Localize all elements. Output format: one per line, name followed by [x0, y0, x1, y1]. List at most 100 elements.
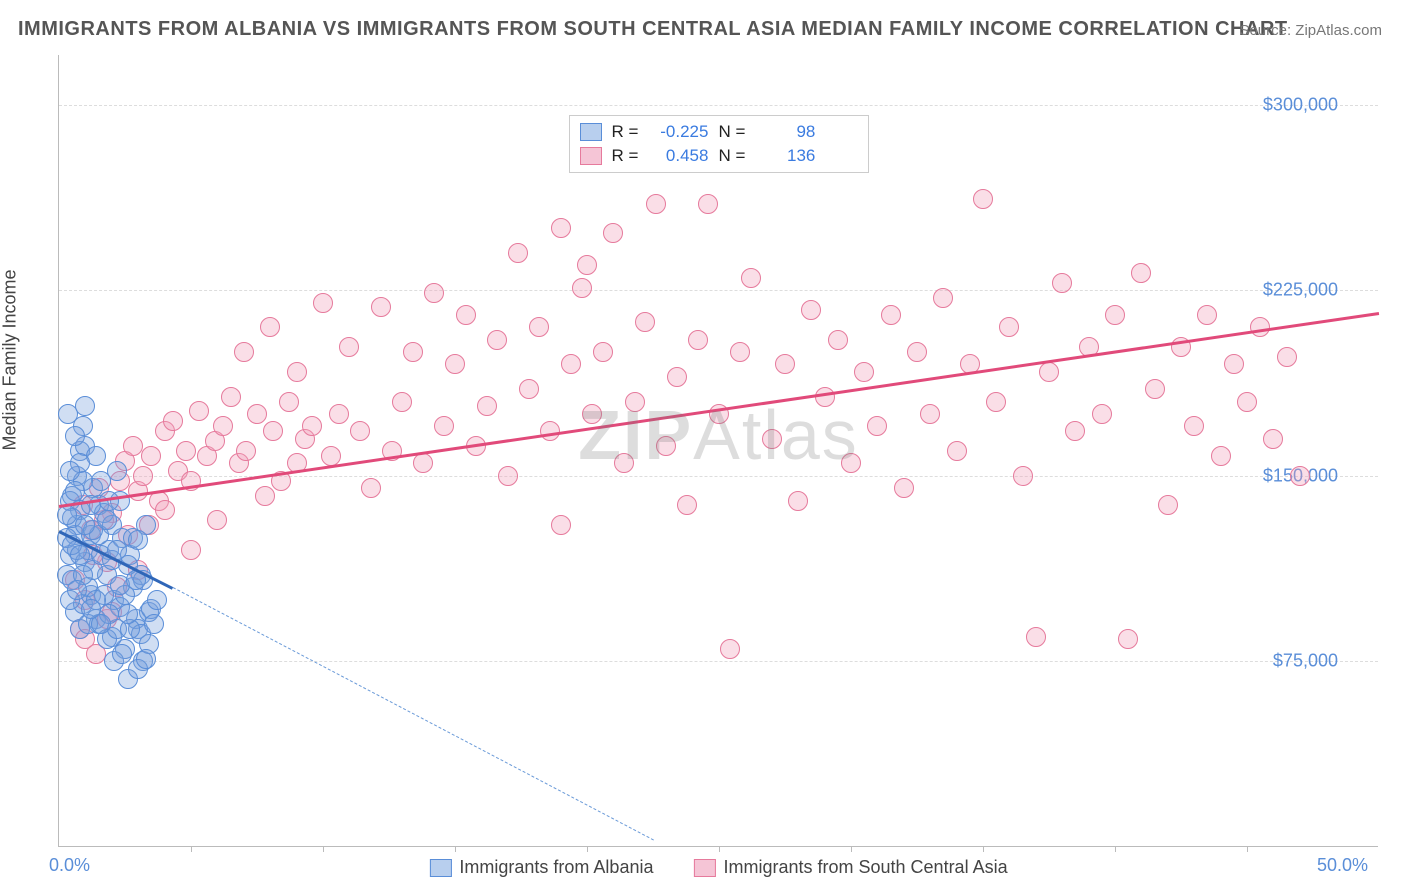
n-label: N =: [718, 122, 745, 142]
r-value-albania: -0.225: [648, 122, 708, 142]
scatter-point: [677, 495, 697, 515]
scatter-point: [986, 392, 1006, 412]
scatter-point: [176, 441, 196, 461]
scatter-point: [112, 644, 132, 664]
scatter-point: [403, 342, 423, 362]
scatter-point: [593, 342, 613, 362]
scatter-point: [933, 288, 953, 308]
scatter-point: [65, 481, 85, 501]
scatter-point: [894, 478, 914, 498]
scatter-point: [339, 337, 359, 357]
scatter-point: [1013, 466, 1033, 486]
scatter-point: [973, 189, 993, 209]
y-tick-label: $75,000: [1273, 651, 1338, 672]
scatter-point: [81, 599, 101, 619]
scatter-point: [147, 590, 167, 610]
scatter-point: [67, 580, 87, 600]
scatter-point: [371, 297, 391, 317]
scatter-point: [234, 342, 254, 362]
scatter-point: [947, 441, 967, 461]
scatter-point: [128, 530, 148, 550]
scatter-point: [302, 416, 322, 436]
r-label: R =: [612, 122, 639, 142]
scatter-point: [1158, 495, 1178, 515]
scatter-point: [867, 416, 887, 436]
scatter-point: [625, 392, 645, 412]
scatter-point: [279, 392, 299, 412]
x-tick-mark: [191, 846, 192, 852]
scatter-point: [260, 317, 280, 337]
stats-legend: R = -0.225 N = 98 R = 0.458 N = 136: [569, 115, 869, 173]
scatter-point: [1145, 379, 1165, 399]
scatter-point: [350, 421, 370, 441]
scatter-point: [519, 379, 539, 399]
scatter-point: [854, 362, 874, 382]
scatter-point: [582, 404, 602, 424]
scatter-point: [667, 367, 687, 387]
scatter-point: [144, 614, 164, 634]
stats-row-scasia: R = 0.458 N = 136: [580, 144, 858, 168]
scatter-point: [123, 436, 143, 456]
legend-label-albania: Immigrants from Albania: [459, 857, 653, 878]
scatter-point: [656, 436, 676, 456]
legend-item-albania: Immigrants from Albania: [429, 857, 653, 878]
scatter-point: [155, 500, 175, 520]
n-value-scasia: 136: [755, 146, 815, 166]
scatter-point: [841, 453, 861, 473]
scatter-point: [1105, 305, 1125, 325]
scatter-point: [424, 283, 444, 303]
scatter-point: [1052, 273, 1072, 293]
gridline-h: [59, 290, 1378, 291]
scatter-point: [1237, 392, 1257, 412]
scatter-point: [57, 505, 77, 525]
scatter-point: [1184, 416, 1204, 436]
series-legend: Immigrants from Albania Immigrants from …: [429, 857, 1007, 878]
scatter-point: [762, 429, 782, 449]
scatter-point: [1263, 429, 1283, 449]
chart-container: IMMIGRANTS FROM ALBANIA VS IMMIGRANTS FR…: [0, 0, 1406, 892]
scatter-point: [221, 387, 241, 407]
scatter-point: [741, 268, 761, 288]
scatter-point: [529, 317, 549, 337]
scatter-point: [730, 342, 750, 362]
x-tick-mark: [323, 846, 324, 852]
n-value-albania: 98: [755, 122, 815, 142]
scatter-point: [577, 255, 597, 275]
scatter-point: [1290, 466, 1310, 486]
chart-title: IMMIGRANTS FROM ALBANIA VS IMMIGRANTS FR…: [18, 18, 1288, 41]
y-axis-label: Median Family Income: [0, 269, 21, 450]
x-tick-mark: [587, 846, 588, 852]
scatter-point: [920, 404, 940, 424]
scatter-point: [614, 453, 634, 473]
scatter-point: [720, 639, 740, 659]
scatter-point: [1131, 263, 1151, 283]
scatter-point: [828, 330, 848, 350]
scatter-point: [775, 354, 795, 374]
scatter-point: [907, 342, 927, 362]
x-tick-mark: [983, 846, 984, 852]
trend-line: [172, 587, 653, 840]
x-end-label: 50.0%: [1317, 855, 1368, 876]
scatter-point: [1039, 362, 1059, 382]
scatter-point: [189, 401, 209, 421]
scatter-point: [801, 300, 821, 320]
y-tick-label: $225,000: [1263, 280, 1338, 301]
scatter-point: [413, 453, 433, 473]
scatter-point: [1092, 404, 1112, 424]
scatter-point: [361, 478, 381, 498]
x-tick-mark: [1115, 846, 1116, 852]
scatter-point: [635, 312, 655, 332]
x-tick-mark: [851, 846, 852, 852]
scatter-point: [788, 491, 808, 511]
legend-item-scasia: Immigrants from South Central Asia: [693, 857, 1007, 878]
scatter-point: [392, 392, 412, 412]
scatter-point: [136, 649, 156, 669]
scatter-point: [163, 411, 183, 431]
scatter-point: [445, 354, 465, 374]
gridline-h: [59, 661, 1378, 662]
scatter-point: [551, 515, 571, 535]
x-start-label: 0.0%: [49, 855, 90, 876]
swatch-albania: [580, 123, 602, 141]
scatter-point: [75, 515, 95, 535]
scatter-point: [207, 510, 227, 530]
